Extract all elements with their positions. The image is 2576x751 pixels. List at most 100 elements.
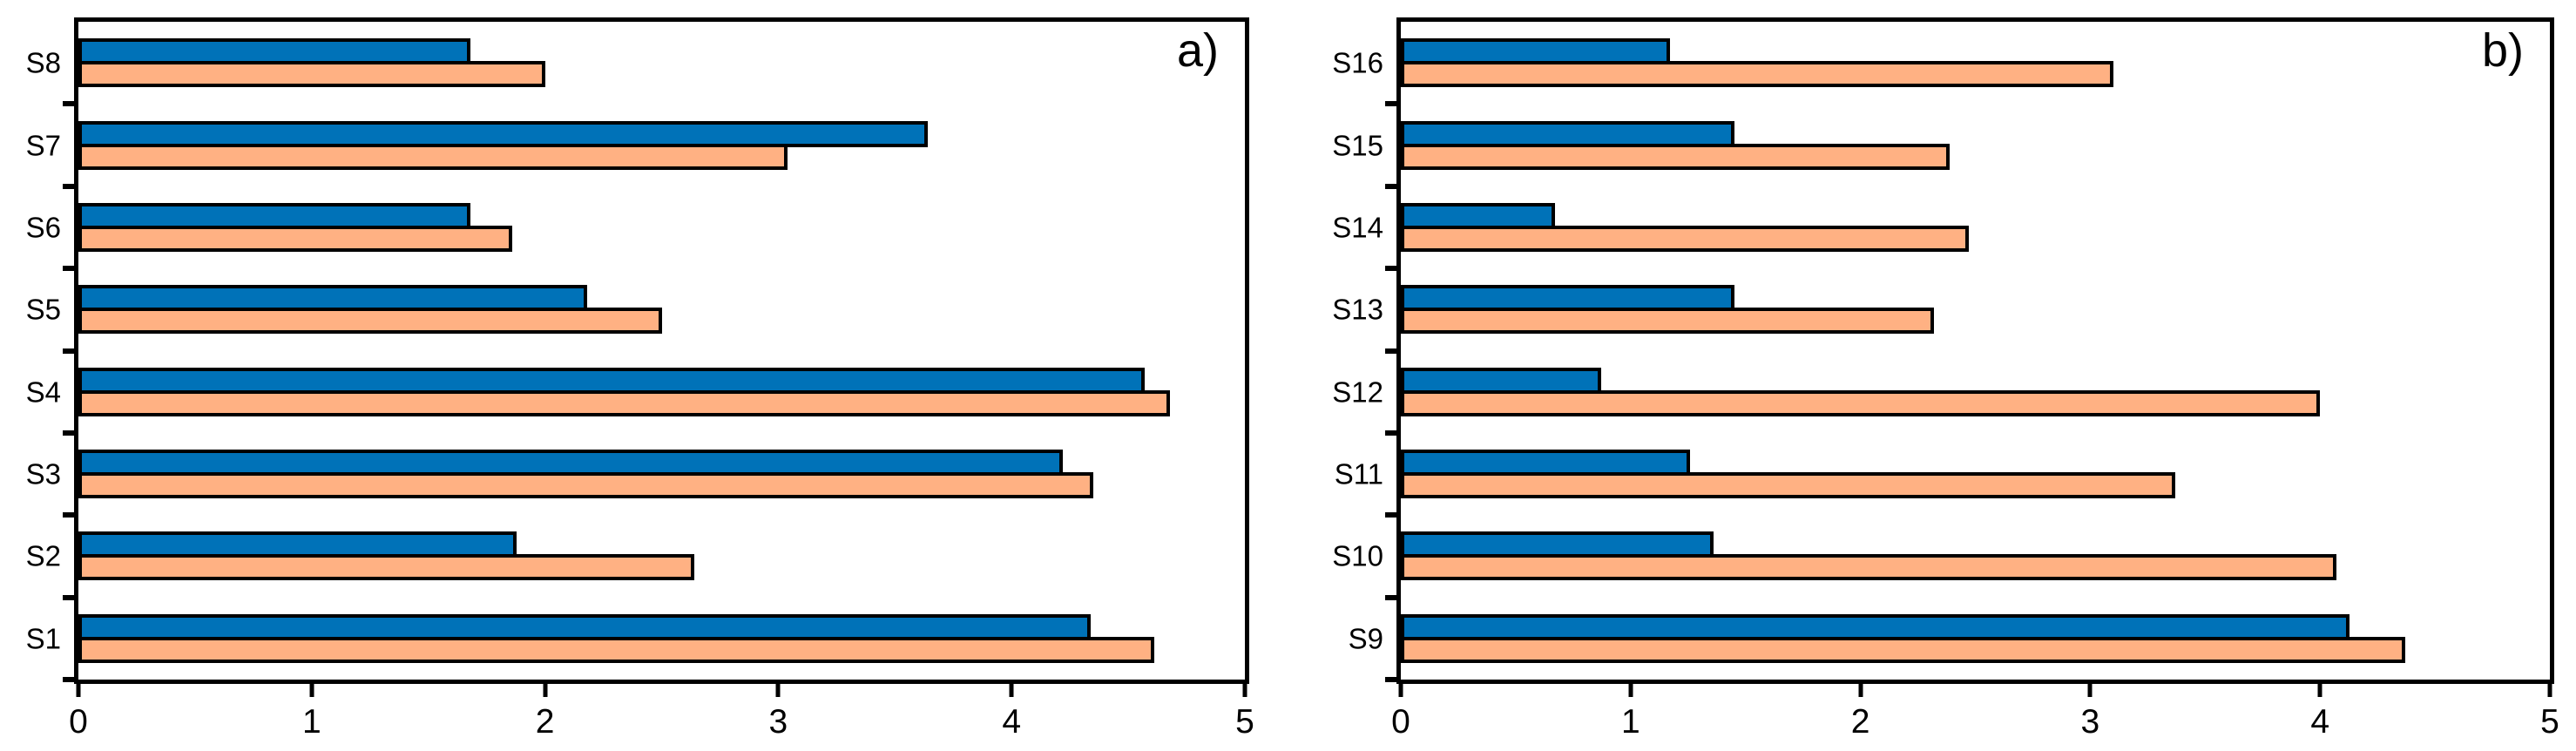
bar-row: S9 <box>1349 598 2550 682</box>
bar-row: S1 <box>26 598 1245 682</box>
x-axis: 0 1 2 3 4 5 <box>69 684 1254 751</box>
bar-row: S14 <box>1332 186 2550 272</box>
bar-blue <box>78 613 1092 640</box>
category-label: S10 <box>1332 539 1383 572</box>
bar-group <box>1401 38 2550 88</box>
bar-orange <box>1401 225 1969 252</box>
x-axis-tick-label: 0 <box>69 703 88 741</box>
category-label: S4 <box>25 376 61 409</box>
y-axis-tick <box>1385 594 1396 600</box>
y-axis-tick <box>1385 266 1396 272</box>
bar-row: S16 <box>1332 22 2550 107</box>
y-axis-tick <box>63 101 74 107</box>
y-axis-tick <box>63 430 74 436</box>
category-label: S15 <box>1332 129 1383 162</box>
bar-row: S12 <box>1332 351 2550 436</box>
x-axis-tick-label: 1 <box>1620 703 1640 741</box>
bar-row: S5 <box>26 268 1245 354</box>
bar-row: S7 <box>26 104 1245 189</box>
panel-a: S8 S7 S6 S5 S4 S3 S2 S1 a) 0 1 2 3 4 5 <box>26 17 1254 739</box>
x-axis-tick-label: 4 <box>2310 703 2330 741</box>
bar-group <box>1401 120 2550 170</box>
bar-orange <box>78 225 513 252</box>
y-axis-tick <box>1385 348 1396 354</box>
bar-group <box>1401 202 2550 252</box>
panel-letter-b: b) <box>2481 24 2524 77</box>
y-axis-tick <box>1385 512 1396 518</box>
category-label: S2 <box>25 539 61 572</box>
bar-group <box>78 367 1245 416</box>
bar-orange <box>78 308 662 335</box>
bar-group <box>78 38 1245 88</box>
bar-orange <box>1401 636 2405 663</box>
x-axis-tick-label: 3 <box>768 703 788 741</box>
bar-group <box>1401 450 2550 499</box>
bar-orange <box>78 389 1171 416</box>
category-label: S6 <box>25 211 61 244</box>
bar-orange <box>78 554 694 581</box>
bar-group <box>78 285 1245 335</box>
rows: S16 S15 S14 S13 S12 S11 S10 S9 <box>1332 22 2550 682</box>
bar-row: S15 <box>1332 104 2550 189</box>
bar-row: S3 <box>26 433 1245 518</box>
bar-group <box>78 613 1245 663</box>
y-axis-tick <box>1385 430 1396 436</box>
x-axis-tick-label: 5 <box>1235 703 1254 741</box>
bar-group <box>1401 285 2550 335</box>
bar-row: S10 <box>1332 515 2550 600</box>
category-label: S3 <box>25 457 61 491</box>
x-axis-tick <box>2547 684 2552 697</box>
bar-blue <box>78 531 517 558</box>
y-axis-tick <box>63 594 74 600</box>
x-axis-tick-label: 2 <box>535 703 555 741</box>
x-axis-tick-label: 3 <box>2080 703 2100 741</box>
panel-b: S16 S15 S14 S13 S12 S11 S10 S9 b) 0 1 2 3 4 5 <box>1332 17 2559 739</box>
bar-orange <box>1401 61 2113 88</box>
x-axis-tick <box>1009 684 1014 697</box>
bar-row: S4 <box>26 351 1245 436</box>
x-axis-tick <box>76 684 81 697</box>
category-label: S9 <box>1348 622 1383 655</box>
y-axis-tick <box>63 512 74 518</box>
x-axis-tick-label: 2 <box>1850 703 1870 741</box>
bar-orange <box>1401 143 1951 170</box>
x-axis-tick <box>1628 684 1633 697</box>
bar-blue <box>1401 202 1555 229</box>
y-axis-tick <box>1385 101 1396 107</box>
x-axis-tick <box>1242 684 1247 697</box>
x-axis-tick <box>1398 684 1403 697</box>
bar-group <box>78 531 1245 581</box>
bar-group <box>1401 531 2550 581</box>
y-axis-tick <box>63 677 74 682</box>
rows: S8 S7 S6 S5 S4 S3 S2 S1 <box>26 22 1245 682</box>
plot-area-a: S8 S7 S6 S5 S4 S3 S2 S1 a) <box>26 17 1249 684</box>
category-label: S11 <box>1334 457 1383 491</box>
category-label: S8 <box>25 46 61 79</box>
category-label: S1 <box>25 622 61 655</box>
bar-row: S6 <box>26 186 1245 272</box>
category-label: S16 <box>1332 46 1383 79</box>
bar-row: S11 <box>1335 433 2550 518</box>
bar-row: S2 <box>26 515 1245 600</box>
category-label: S7 <box>25 129 61 162</box>
bar-row: S8 <box>26 22 1245 107</box>
bar-orange <box>78 636 1154 663</box>
bar-row: S13 <box>1332 268 2550 354</box>
plot-area-b: S16 S15 S14 S13 S12 S11 S10 S9 b) <box>1332 17 2554 684</box>
bar-orange <box>78 61 545 88</box>
x-axis-tick <box>775 684 781 697</box>
bar-group <box>78 450 1245 499</box>
category-label: S13 <box>1332 293 1383 326</box>
x-axis-tick <box>2317 684 2322 697</box>
bar-orange <box>1401 472 2175 499</box>
y-axis-tick <box>63 348 74 354</box>
x-axis-tick <box>2087 684 2093 697</box>
x-axis-tick <box>1858 684 1863 697</box>
bar-orange <box>78 143 788 170</box>
y-axis-tick <box>1385 677 1396 682</box>
panel-letter-a: a) <box>1176 24 1219 77</box>
bar-group <box>78 202 1245 252</box>
y-axis-tick <box>1385 183 1396 189</box>
x-axis-tick-label: 0 <box>1391 703 1410 741</box>
